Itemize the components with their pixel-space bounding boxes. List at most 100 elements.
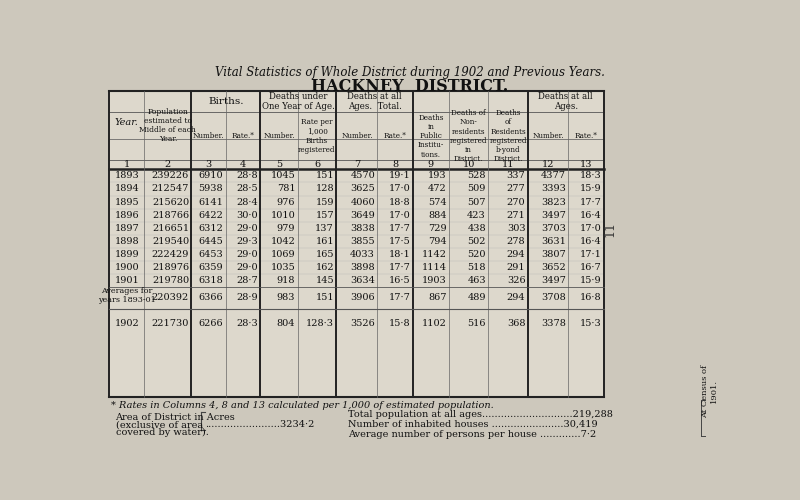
Text: 3649: 3649 [350,210,375,220]
Text: Number.: Number. [341,132,373,140]
Text: 165: 165 [315,250,334,259]
Text: 5: 5 [276,160,282,169]
Text: 1042: 1042 [270,237,295,246]
Text: 6312: 6312 [198,224,223,232]
Text: 1901: 1901 [114,276,139,285]
Text: 1897: 1897 [114,224,139,232]
Text: 15·9: 15·9 [580,276,602,285]
Text: Number of inhabited houses .......................30,419: Number of inhabited houses .............… [348,420,598,428]
Text: At Census of
1901.: At Census of 1901. [701,365,718,418]
Text: 520: 520 [467,250,486,259]
Text: 1142: 1142 [422,250,446,259]
Text: 3652: 3652 [541,263,566,272]
Text: Average number of persons per house .............7·2: Average number of persons per house ....… [348,430,596,438]
Text: Number.: Number. [263,132,294,140]
Text: 6445: 6445 [198,237,223,246]
Text: 271: 271 [506,210,526,220]
Text: 1896: 1896 [114,210,139,220]
Text: 219540: 219540 [152,237,189,246]
Text: 1069: 1069 [270,250,295,259]
Text: Rate.*: Rate.* [384,132,406,140]
Text: 1899: 1899 [114,250,139,259]
Text: * Rates in Columns 4, 8 and 13 calculated per 1,000 of estimated population.: * Rates in Columns 4, 8 and 13 calculate… [111,401,494,410]
Text: 1894: 1894 [114,184,139,194]
Text: 16·5: 16·5 [389,276,410,285]
Text: (exclusive of area: (exclusive of area [115,420,202,430]
Text: 3393: 3393 [541,184,566,194]
Text: 218766: 218766 [152,210,189,220]
Text: 489: 489 [467,294,486,302]
Text: 239226: 239226 [152,172,189,180]
Text: 12: 12 [542,160,554,169]
Text: 518: 518 [467,263,486,272]
Text: 28·7: 28·7 [236,276,258,285]
Text: 3823: 3823 [541,198,566,206]
Text: 17·0: 17·0 [389,210,410,220]
Text: 218976: 218976 [152,263,189,272]
Text: 6318: 6318 [198,276,223,285]
Text: 983: 983 [277,294,295,302]
Text: 193: 193 [428,172,446,180]
Text: 3497: 3497 [541,210,566,220]
Text: 4377: 4377 [541,172,566,180]
Text: 216651: 216651 [152,224,189,232]
Text: 3378: 3378 [541,319,566,328]
Text: 1898: 1898 [114,237,139,246]
Text: 976: 976 [277,198,295,206]
Text: 16·4: 16·4 [580,210,602,220]
Text: 16·4: 16·4 [580,237,602,246]
Text: 3708: 3708 [541,294,566,302]
Text: 28·4: 28·4 [236,198,258,206]
Text: 6141: 6141 [198,198,223,206]
Text: 337: 337 [506,172,526,180]
Text: 6910: 6910 [198,172,223,180]
Text: Rate.*: Rate.* [231,132,254,140]
Text: 794: 794 [428,237,446,246]
Text: 294: 294 [507,250,526,259]
Text: 1902: 1902 [114,319,139,328]
Text: Number.: Number. [193,132,224,140]
Text: 222429: 222429 [152,250,189,259]
Text: 219780: 219780 [152,276,189,285]
Text: 472: 472 [428,184,446,194]
Text: 516: 516 [467,319,486,328]
Text: 145: 145 [315,276,334,285]
Text: 3906: 3906 [350,294,375,302]
Text: 3838: 3838 [350,224,375,232]
Text: 159: 159 [315,198,334,206]
Text: 303: 303 [507,224,526,232]
Text: 11: 11 [502,160,514,169]
Text: 2: 2 [165,160,171,169]
Text: 220392: 220392 [152,294,189,302]
Text: 277: 277 [506,184,526,194]
Text: 867: 867 [428,294,446,302]
Text: 3: 3 [206,160,212,169]
Text: 151: 151 [315,172,334,180]
Text: 4: 4 [240,160,246,169]
Text: 9: 9 [428,160,434,169]
Text: 128: 128 [315,184,334,194]
Text: 3497: 3497 [541,276,566,285]
Text: 423: 423 [467,210,486,220]
Text: 3625: 3625 [350,184,375,194]
Text: 7: 7 [354,160,360,169]
Text: 17·7: 17·7 [579,198,602,206]
Text: 463: 463 [467,276,486,285]
Text: Deaths of
Non-
residents
registered
in
District.: Deaths of Non- residents registered in D… [450,109,487,163]
Text: 1903: 1903 [422,276,446,285]
Text: Rate per
1,000
Births
registered: Rate per 1,000 Births registered [298,118,336,154]
Text: Deaths under
One Year of Age.: Deaths under One Year of Age. [262,92,335,112]
Text: Total population at all ages.............................219,288: Total population at all ages............… [348,410,613,418]
Text: 13: 13 [580,160,592,169]
Text: 17·0: 17·0 [389,184,410,194]
Text: 28·3: 28·3 [236,319,258,328]
Text: 1010: 1010 [270,210,295,220]
Text: covered by water).: covered by water). [115,428,208,437]
Text: 16·8: 16·8 [580,294,602,302]
Text: Averages for
years 1893-01: Averages for years 1893-01 [98,287,156,304]
Text: 17·7: 17·7 [389,263,410,272]
Text: 161: 161 [315,237,334,246]
Text: 162: 162 [315,263,334,272]
Text: 29·0: 29·0 [237,250,258,259]
Text: ........................3234·2: ........................3234·2 [205,420,314,430]
